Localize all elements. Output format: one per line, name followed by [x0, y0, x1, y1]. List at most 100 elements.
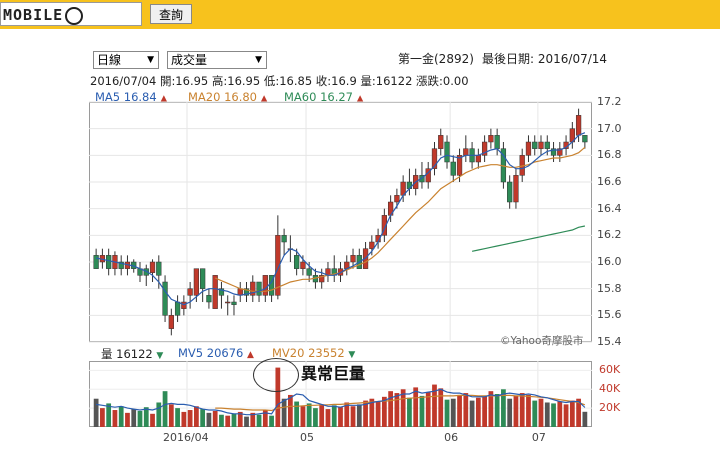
volume-bar	[532, 400, 538, 427]
volume-bar	[194, 406, 199, 427]
y-tick-label: 17.2	[597, 95, 622, 108]
volume-bar	[544, 402, 550, 427]
vol-label: 量 16122	[101, 347, 153, 361]
candle-body	[281, 235, 287, 243]
volume-bar	[400, 389, 406, 427]
mv20-line	[215, 394, 586, 412]
volume-bar	[106, 403, 112, 427]
volume-bar	[306, 403, 312, 427]
query-button[interactable]: 查詢	[150, 4, 192, 24]
ma60-line	[471, 225, 586, 252]
volume-bar	[407, 397, 412, 427]
candle-body	[306, 268, 312, 276]
volume-bar	[287, 394, 293, 427]
candle-body	[538, 141, 544, 149]
volume-bar	[137, 410, 143, 427]
candle-body	[250, 281, 256, 296]
volume-bar	[488, 391, 494, 427]
candle-body	[187, 288, 193, 296]
volume-bar	[225, 415, 231, 427]
period-select[interactable]: 日線 ▼	[93, 51, 159, 69]
candle-body	[444, 141, 450, 163]
volume-bar	[344, 402, 350, 427]
chevron-down-icon: ▼	[147, 55, 154, 65]
indicator-select[interactable]: 成交量 ▼	[167, 51, 267, 69]
volume-bar	[369, 398, 375, 427]
candle-body	[381, 215, 387, 236]
volume-bar	[175, 408, 180, 427]
candle-body	[168, 315, 174, 329]
volume-bar	[262, 410, 268, 427]
x-tick-label: 05	[300, 431, 315, 444]
volume-bar	[219, 414, 224, 427]
volume-bar	[294, 401, 300, 427]
volume-bar	[450, 398, 456, 427]
y-tick-label: 16.6	[597, 175, 622, 188]
triangle-up-icon: ▲	[356, 94, 364, 104]
volume-bar	[356, 404, 362, 427]
volume-bar	[501, 389, 506, 427]
candle-body	[456, 155, 463, 176]
candle-body	[149, 261, 156, 273]
y-tick-label: 15.8	[597, 281, 622, 295]
y-tick-label: 16.2	[597, 228, 622, 242]
volume-bar	[569, 400, 575, 427]
candle-body	[550, 148, 557, 156]
volume-bar	[444, 399, 450, 427]
period-select-value: 日線	[97, 53, 122, 67]
triangle-up-icon: ▲	[260, 94, 268, 104]
ma20-label: MA20 16.80	[188, 90, 257, 104]
candle-body	[156, 261, 162, 276]
volume-bar	[469, 400, 475, 427]
candle-body	[475, 155, 481, 163]
triangle-down-icon: ▼	[348, 350, 356, 360]
candle-body	[507, 181, 513, 203]
volume-bar	[187, 410, 193, 427]
triangle-down-icon: ▼	[156, 351, 164, 361]
candle-body	[525, 141, 532, 156]
candle-body	[143, 268, 149, 276]
volume-bar	[150, 413, 155, 427]
candle-body	[544, 141, 550, 149]
candle-body	[582, 135, 588, 143]
candle-body	[225, 301, 231, 304]
candle-body	[369, 241, 375, 249]
vol-legend: 量 16122 ▼	[101, 346, 163, 362]
vol-tick-label: 40K	[599, 382, 621, 396]
volume-bar	[432, 384, 437, 427]
candle-body	[206, 295, 212, 303]
candle-body	[106, 255, 112, 269]
mv5-label: MV5 20676	[178, 346, 244, 360]
indicator-select-value: 成交量	[171, 53, 208, 67]
volume-bar	[438, 388, 444, 427]
volume-bar	[319, 404, 325, 427]
volume-bar	[507, 398, 513, 427]
candle-body	[162, 281, 168, 316]
ma60-legend: MA60 16.27 ▲	[284, 90, 364, 104]
volume-bar	[338, 407, 343, 427]
stock-name: 第一金(2892)	[398, 52, 474, 66]
volume-bar	[181, 411, 187, 427]
candle-body	[243, 288, 250, 296]
candle-body	[212, 275, 218, 309]
volume-bar	[168, 404, 174, 427]
y-tick-label: 15.4	[597, 335, 622, 348]
candle-body	[275, 235, 281, 296]
ma20-legend: MA20 16.80 ▲	[188, 90, 268, 104]
volume-bar	[275, 367, 281, 427]
volume-bar	[394, 393, 400, 427]
volume-bar	[250, 412, 256, 427]
annotation-text: 異常巨量	[301, 364, 366, 383]
candle-body	[300, 261, 306, 269]
ma20-line	[214, 146, 586, 292]
volume-bar	[281, 398, 287, 427]
volume-bar	[231, 413, 237, 427]
volume-bar	[563, 404, 569, 427]
volume-bar	[156, 402, 162, 427]
volume-bar	[419, 395, 425, 427]
site-logo[interactable]: MOBILE	[0, 2, 142, 26]
volume-bar	[388, 391, 394, 427]
candle-body	[394, 195, 400, 203]
y-tick-label: 17.0	[597, 121, 622, 135]
volume-bar	[112, 410, 118, 427]
